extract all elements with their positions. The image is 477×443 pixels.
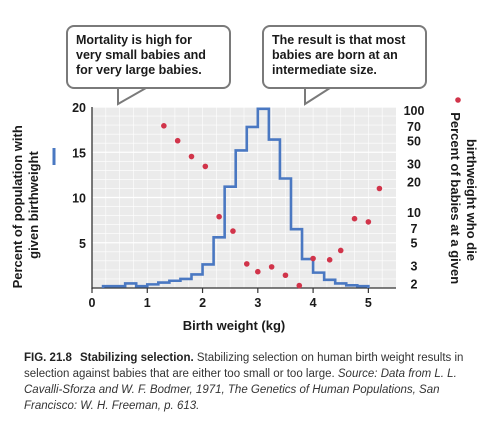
callout-result: The result is that most babies are born …: [262, 25, 427, 89]
y2-tick-label: 3: [411, 259, 418, 273]
mortality-point: [296, 282, 303, 289]
mortality-point: [365, 219, 372, 225]
mortality-point: [337, 247, 344, 254]
birthweight-histogram: [101, 107, 370, 288]
callout-left-pointer: [117, 87, 150, 106]
x-tick-label: 1: [144, 296, 151, 310]
mortality-point: [243, 261, 250, 267]
figure-caption: FIG. 21.8 Stabilizing selection. Stabiliz…: [24, 350, 464, 414]
y2-tick-label: 7: [411, 222, 418, 236]
y-tick-label: 10: [72, 192, 86, 206]
mortality-point: [188, 153, 195, 160]
mortality-point: [351, 215, 358, 222]
x-axis-label: Birth weight (kg): [183, 318, 286, 333]
y-tick-labels: 5 10 15 20: [72, 101, 86, 251]
x-tick-label: 4: [310, 296, 317, 310]
caption-source: Source: Data from L. L. Cavalli-Sforza a…: [24, 368, 457, 412]
y2-tick-label: 20: [407, 175, 421, 189]
y-tick-label: 20: [72, 101, 86, 115]
x-tick-label: 2: [199, 296, 206, 310]
y2-tick-label: 100: [404, 104, 425, 118]
x-tick-label: 5: [365, 296, 372, 310]
callout-right-pointer: [304, 87, 334, 106]
figure-number: FIG. 21.8: [24, 352, 72, 364]
x-tick-label: 3: [254, 296, 261, 310]
y2-tick-label: 5: [411, 237, 418, 251]
y2-tick-label: 50: [407, 135, 421, 149]
mortality-point: [174, 137, 181, 144]
x-tick-label: 0: [89, 296, 96, 310]
caption-text: Stabilizing selection on human birth wei…: [24, 352, 464, 380]
callout-mortality: Mortality is high for very small babies …: [66, 25, 231, 89]
mortality-point: [202, 163, 209, 170]
y2-axis-label: Percent of babies at a given birthweight…: [448, 112, 477, 288]
x-tick-labels: 0 1 2 3 4 5: [89, 288, 372, 310]
plot-area: [91, 106, 396, 289]
mortality-point: [161, 123, 167, 129]
mortality-point: [255, 268, 261, 275]
mortality-point: [310, 255, 316, 262]
y-axis-label: Percent of population with given birthwe…: [10, 122, 41, 289]
mortality-point: [326, 257, 333, 263]
mortality-point: [376, 185, 383, 192]
mortality-point: [230, 228, 236, 234]
y2-tick-label: 10: [407, 206, 421, 220]
y2-axis-legend-dot: [455, 97, 461, 103]
y-tick-label: 15: [72, 146, 86, 160]
mortality-point: [216, 213, 222, 220]
y2-tick-label: 30: [407, 157, 421, 171]
y2-tick-label: 2: [411, 277, 418, 291]
y2-tick-label: 70: [407, 120, 421, 134]
mortality-point: [282, 272, 289, 279]
caption-title: Stabilizing selection.: [79, 352, 194, 364]
mortality-point: [268, 264, 275, 270]
y-tick-label: 5: [79, 237, 86, 251]
